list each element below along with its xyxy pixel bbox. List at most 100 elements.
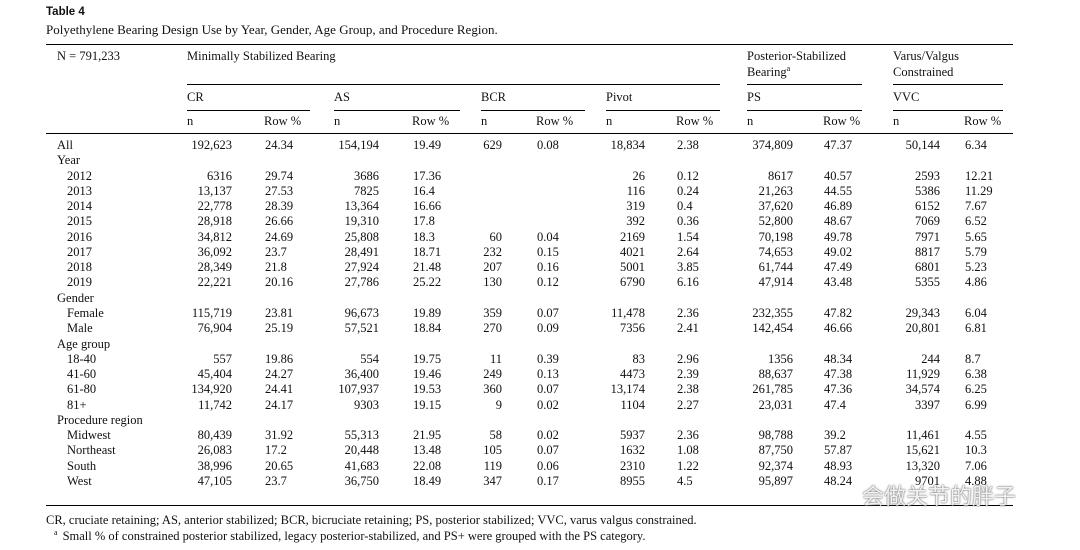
- cell-n: 80,439: [197, 428, 232, 443]
- rule: [187, 84, 720, 85]
- cell-pct: 47.38: [824, 367, 853, 382]
- cell-n: 60: [489, 229, 503, 244]
- section-label: Age group: [57, 336, 111, 351]
- cell-n: 38,996: [197, 458, 232, 473]
- cell-pct: 0.07: [537, 305, 559, 320]
- cell-n: 98,788: [758, 428, 793, 443]
- column-header: Row %: [823, 114, 861, 128]
- row-label: South: [67, 458, 97, 473]
- cell-n: 55,313: [344, 428, 379, 443]
- cell-n: 207: [483, 260, 502, 275]
- cell-pct: 8.7: [965, 351, 981, 366]
- cell-pct: 21.8: [265, 260, 287, 275]
- cell-pct: 40.57: [824, 168, 853, 183]
- row-label: 2018: [67, 260, 92, 275]
- row-label: Male: [67, 321, 93, 336]
- cell-pct: 47.36: [824, 382, 853, 397]
- cell-n: 15,621: [905, 443, 940, 458]
- cell-pct: 3.85: [677, 260, 699, 275]
- n-label: N = 791,233: [57, 49, 120, 63]
- cell-n: 8817: [915, 244, 940, 259]
- cell-n: 70,198: [758, 229, 793, 244]
- cell-n: 6801: [915, 260, 940, 275]
- rule: [334, 110, 460, 111]
- column-header: Row %: [264, 114, 302, 128]
- cell-pct: 0.36: [677, 214, 699, 229]
- cell-pct: 5.79: [965, 244, 987, 259]
- cell-pct: 4.88: [965, 473, 987, 488]
- cell-pct: 0.16: [537, 260, 559, 275]
- cell-pct: 20.65: [265, 458, 294, 473]
- cell-pct: 23.7: [265, 244, 287, 259]
- rule: [481, 110, 585, 111]
- cell-n: 34,812: [197, 229, 232, 244]
- row-label: 2014: [67, 199, 92, 214]
- cell-n: 26: [632, 168, 646, 183]
- cell-pct: 0.02: [537, 428, 559, 443]
- cell-n: 36,750: [344, 473, 379, 488]
- cell-pct: 0.04: [537, 229, 559, 244]
- cell-n: 52,800: [758, 214, 793, 229]
- rule: [606, 110, 720, 111]
- cell-pct: 0.12: [537, 275, 559, 290]
- cell-n: 6316: [207, 168, 232, 183]
- cell-n: 25,808: [344, 229, 379, 244]
- cell-n: 11,478: [611, 305, 645, 320]
- cell-pct: 16.66: [413, 199, 442, 214]
- section-label: Gender: [57, 290, 94, 305]
- cell-n: 154,194: [338, 138, 379, 152]
- row-label: Female: [67, 305, 104, 320]
- cell-pct: 25.22: [413, 275, 442, 290]
- watermark: 会做关节的胖子: [862, 485, 1017, 510]
- column-header: n: [187, 114, 194, 128]
- cell-pct: 0.08: [537, 138, 559, 152]
- cell-pct: 0.09: [537, 321, 559, 336]
- cell-n: 36,092: [197, 244, 232, 259]
- cell-n: 107,937: [338, 382, 379, 397]
- cell-pct: 5.65: [965, 229, 987, 244]
- cell-pct: 27.53: [265, 183, 294, 198]
- cell-n: 392: [626, 214, 645, 229]
- cell-pct: 18.3: [413, 229, 435, 244]
- cell-pct: 24.69: [265, 229, 294, 244]
- cell-n: 105: [483, 443, 502, 458]
- cell-pct: 18.71: [413, 244, 442, 259]
- row-label: 2015: [67, 214, 92, 229]
- cell-pct: 0.02: [537, 397, 559, 412]
- cell-n: 232: [483, 244, 502, 259]
- subgroup-header: PS: [747, 90, 761, 104]
- cell-n: 45,404: [197, 367, 232, 382]
- cell-n: 18,834: [610, 138, 645, 152]
- cell-pct: 46.89: [824, 199, 853, 214]
- cell-n: 1356: [768, 351, 793, 366]
- cell-pct: 4.55: [965, 428, 987, 443]
- cell-n: 130: [483, 275, 502, 290]
- cell-n: 19,310: [344, 214, 379, 229]
- cell-n: 115,719: [191, 305, 232, 320]
- cell-n: 95,897: [758, 473, 793, 488]
- cell-pct: 18.49: [413, 473, 442, 488]
- rule: [187, 110, 310, 111]
- rule: [747, 84, 862, 85]
- cell-n: 270: [483, 321, 502, 336]
- cell-pct: 17.8: [413, 214, 435, 229]
- cell-pct: 17.36: [413, 168, 442, 183]
- cell-pct: 2.36: [677, 305, 699, 320]
- cell-n: 4473: [620, 367, 645, 382]
- cell-n: 319: [626, 199, 645, 214]
- cell-pct: 23.81: [265, 305, 294, 320]
- rule: [893, 110, 1003, 111]
- cell-pct: 39.2: [824, 428, 846, 443]
- cell-n: 7356: [620, 321, 645, 336]
- row-label: 81+: [67, 397, 87, 412]
- cell-n: 61,744: [758, 260, 793, 275]
- row-label: 2013: [67, 183, 92, 198]
- cell-pct: 1.22: [677, 458, 699, 473]
- cell-pct: 29.74: [265, 168, 294, 183]
- row-label: 2016: [67, 229, 92, 244]
- cell-pct: 6.81: [965, 321, 987, 336]
- cell-n: 76,904: [197, 321, 232, 336]
- cell-pct: 23.7: [265, 473, 287, 488]
- cell-n: 83: [632, 351, 646, 366]
- cell-n: 92,374: [758, 458, 793, 473]
